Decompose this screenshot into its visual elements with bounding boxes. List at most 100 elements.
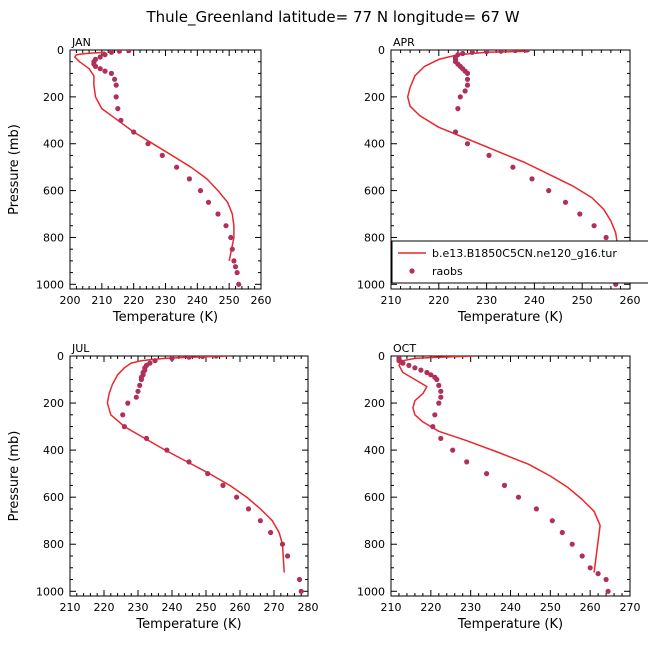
- x-tick-label: 260: [620, 294, 641, 307]
- panel-month-label: JUL: [71, 342, 90, 355]
- plot-data: [74, 50, 242, 287]
- raobs-point: [229, 246, 235, 252]
- raobs-point: [113, 82, 119, 88]
- raobs-point: [577, 211, 583, 217]
- x-tick-label: 220: [428, 294, 449, 307]
- raobs-point: [438, 388, 444, 394]
- y-axis-label: Pressure (mb): [7, 431, 22, 522]
- raobs-point: [464, 141, 471, 147]
- x-axis-label: Temperature (K): [135, 617, 241, 632]
- raobs-point: [236, 281, 242, 287]
- model-line: [74, 51, 235, 262]
- panels: 200 210 220 230 240 250 260 0 200 400 600 800 1000 Te…: [7, 36, 648, 632]
- raobs-point: [145, 141, 151, 147]
- x-tick-label: 280: [298, 601, 319, 614]
- raobs-point: [133, 394, 139, 400]
- raobs-point: [108, 50, 114, 55]
- y-tick-label: 600: [364, 491, 385, 504]
- raobs-point: [457, 94, 463, 100]
- raobs-point: [438, 435, 444, 441]
- y-tick-label: 800: [43, 231, 64, 244]
- x-tick-label: 220: [94, 601, 115, 614]
- panel-oct: 210 220 230 240 250 260 270 0 200 400 600 800 1000 Te…: [357, 342, 641, 632]
- y-tick-label: 200: [43, 397, 64, 410]
- y-tick-label: 0: [378, 350, 385, 363]
- raobs-point: [515, 494, 522, 500]
- raobs-point: [143, 435, 150, 441]
- x-tick-label: 230: [476, 294, 497, 307]
- panel-month-label: OCT: [393, 342, 416, 355]
- x-tick-label: 240: [187, 294, 208, 307]
- y-tick-label: 1000: [357, 278, 385, 291]
- raobs-point: [529, 176, 535, 182]
- raobs-point: [452, 129, 459, 135]
- plot-frame: [69, 49, 262, 290]
- raobs-point: [406, 362, 412, 368]
- x-tick-label: 210: [381, 601, 402, 614]
- plot-data: [396, 356, 611, 594]
- raobs-point: [462, 88, 468, 94]
- x-axis-label: Temperature (K): [112, 310, 218, 325]
- y-tick-label: 1000: [36, 585, 64, 598]
- raobs-point: [159, 152, 165, 158]
- y-tick-label: 400: [364, 138, 385, 151]
- raobs-point: [484, 471, 490, 477]
- raobs-point: [524, 50, 530, 53]
- raobs-point: [220, 482, 226, 488]
- plot-data: [106, 356, 304, 594]
- raobs-point: [234, 494, 240, 500]
- raobs-point: [501, 482, 508, 488]
- y-tick-label: 400: [364, 444, 385, 457]
- raobs-point: [120, 412, 126, 418]
- raobs-point: [498, 50, 504, 54]
- raobs-point: [595, 571, 601, 577]
- raobs-point: [559, 529, 565, 536]
- y-axis-label: Pressure (mb): [7, 124, 22, 215]
- raobs-point: [450, 447, 456, 453]
- raobs-point: [587, 565, 593, 571]
- panel-month-label: APR: [393, 36, 415, 49]
- plot-frame: [69, 355, 309, 597]
- raobs-point: [464, 76, 471, 82]
- raobs-point: [205, 471, 211, 477]
- legend-dot-swatch: [409, 268, 415, 274]
- plot-frame: [390, 49, 631, 290]
- raobs-point: [298, 588, 304, 594]
- raobs-point: [137, 382, 143, 388]
- raobs-point: [296, 576, 303, 583]
- panel-month-label: JAN: [71, 36, 91, 49]
- model-line: [406, 50, 619, 266]
- panel-apr: 210 220 230 240 250 260 0 200 400 600 800 1000 Tempe…: [357, 36, 648, 325]
- raobs-point: [138, 376, 144, 383]
- raobs-point: [285, 553, 291, 559]
- raobs-point: [469, 50, 475, 55]
- plot-data: [406, 50, 619, 287]
- raobs-point: [460, 50, 466, 57]
- y-tick-label: 400: [43, 138, 64, 151]
- raobs-point: [464, 459, 470, 465]
- x-tick-label: 240: [524, 294, 545, 307]
- model-line: [398, 356, 601, 573]
- x-tick-label: 210: [91, 294, 112, 307]
- y-tick-label: 600: [43, 185, 64, 198]
- x-tick-label: 240: [500, 601, 521, 614]
- x-tick-label: 260: [251, 294, 272, 307]
- raobs-point: [169, 356, 175, 361]
- raobs-point: [135, 388, 141, 394]
- raobs-point: [164, 447, 170, 453]
- raobs-point: [428, 372, 434, 378]
- raobs-point: [200, 356, 206, 360]
- panel-jul: 210 220 230 240 250 260 270 280 0 200 400 600 800 100…: [7, 342, 319, 632]
- model-line: [106, 356, 285, 573]
- raobs-point: [223, 223, 229, 229]
- raobs-point: [512, 50, 518, 54]
- raobs-point: [432, 412, 438, 418]
- y-tick-label: 800: [364, 231, 385, 244]
- raobs-point: [231, 258, 237, 264]
- x-tick-label: 210: [60, 601, 81, 614]
- raobs-point: [268, 529, 274, 536]
- x-axis-label: Temperature (K): [457, 617, 563, 632]
- raobs-point: [152, 358, 158, 364]
- y-tick-label: 400: [43, 444, 64, 457]
- x-tick-label: 270: [264, 601, 285, 614]
